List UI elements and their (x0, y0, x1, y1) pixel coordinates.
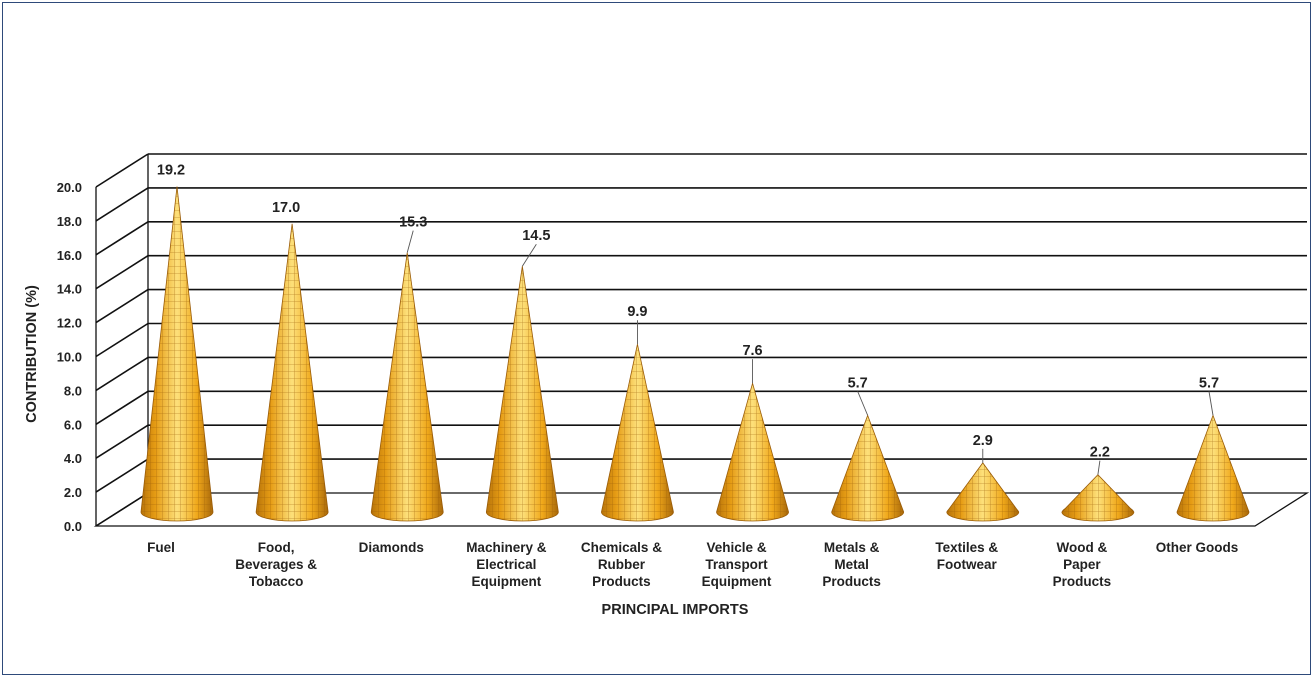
data-label: 5.7 (1199, 375, 1219, 391)
y-tick-label: 6.0 (64, 417, 82, 432)
data-label-leader (1097, 460, 1101, 475)
chart-walls (93, 153, 1310, 527)
data-label-leader (857, 391, 869, 416)
cone-bar (255, 223, 329, 522)
gridline-side (95, 322, 149, 358)
gridline-side (95, 356, 149, 392)
x-axis-title: PRINCIPAL IMPORTS (602, 602, 749, 618)
x-tick-label: Wood & Paper Products (1053, 540, 1112, 589)
gridline-side (95, 153, 149, 188)
cone-bar (601, 344, 674, 522)
cone-bar (370, 252, 444, 522)
gridline-side (95, 288, 149, 324)
x-tick-label: Chemicals & Rubber Products (581, 540, 662, 589)
data-label: 19.2 (157, 163, 185, 179)
y-axis-title: CONTRIBUTION (%) (24, 285, 40, 423)
y-axis-ticks: 0.0 2.0 4.0 6.0 8.0 10.0 12.0 14.0 16.0 18.0 20.0 (57, 180, 82, 534)
data-label: 14.5 (522, 228, 550, 244)
data-label: 7.6 (742, 343, 762, 359)
data-label: 17.0 (272, 200, 300, 216)
gridline-side (95, 221, 149, 256)
cone-bar (831, 414, 905, 522)
data-labels: 19.2 17.0 15.3 14.5 9.9 7.6 5.7 2.9 2.2 5.7 (157, 163, 1219, 475)
y-tick-label: 2.0 (64, 485, 82, 500)
cone-bar (716, 381, 789, 522)
cone-bar (946, 462, 1020, 522)
cone-bar (1176, 414, 1250, 522)
data-label: 5.7 (848, 375, 868, 391)
x-tick-label: Textiles & Footwear (935, 540, 998, 572)
data-label-leader (521, 243, 537, 267)
data-label-leader (406, 230, 414, 253)
data-label: 15.3 (399, 215, 427, 231)
data-label: 2.2 (1090, 445, 1110, 461)
x-tick-label: Diamonds (359, 540, 424, 555)
y-tick-label: 0.0 (64, 519, 82, 534)
data-label-leader (1208, 391, 1214, 416)
x-tick-label: Metals & Metal Products (822, 540, 881, 589)
gridline-side (95, 458, 149, 493)
x-tick-label: Food, Beverages & Tobacco (235, 540, 317, 589)
x-tick-label: Fuel (147, 540, 175, 555)
gridline-side (95, 390, 149, 425)
cone-bars (140, 186, 1250, 522)
x-tick-label: Vehicle & Transport Equipment (702, 540, 772, 589)
y-tick-label: 20.0 (57, 180, 82, 195)
gridline-side (95, 255, 149, 290)
x-axis-labels: Fuel Food, Beverages & Tobacco Diamonds Machi… (147, 540, 1238, 589)
gridline-side (95, 492, 149, 527)
y-tick-label: 18.0 (57, 214, 82, 229)
x-tick-label: Other Goods (1156, 540, 1239, 555)
gridline-side (95, 187, 149, 222)
cone-bar (485, 266, 559, 522)
cone-bar (1061, 474, 1135, 522)
y-tick-label: 4.0 (64, 451, 82, 466)
y-tick-label: 10.0 (57, 350, 82, 365)
gridline-side (95, 424, 149, 459)
cone-bar (140, 186, 214, 522)
data-label: 9.9 (627, 304, 647, 320)
y-tick-label: 12.0 (57, 316, 82, 331)
y-tick-label: 8.0 (64, 383, 82, 398)
y-tick-label: 16.0 (57, 248, 82, 263)
data-label: 2.9 (973, 433, 993, 449)
x-tick-label: Machinery & Electrical Equipment (466, 540, 547, 589)
y-tick-label: 14.0 (57, 282, 82, 297)
